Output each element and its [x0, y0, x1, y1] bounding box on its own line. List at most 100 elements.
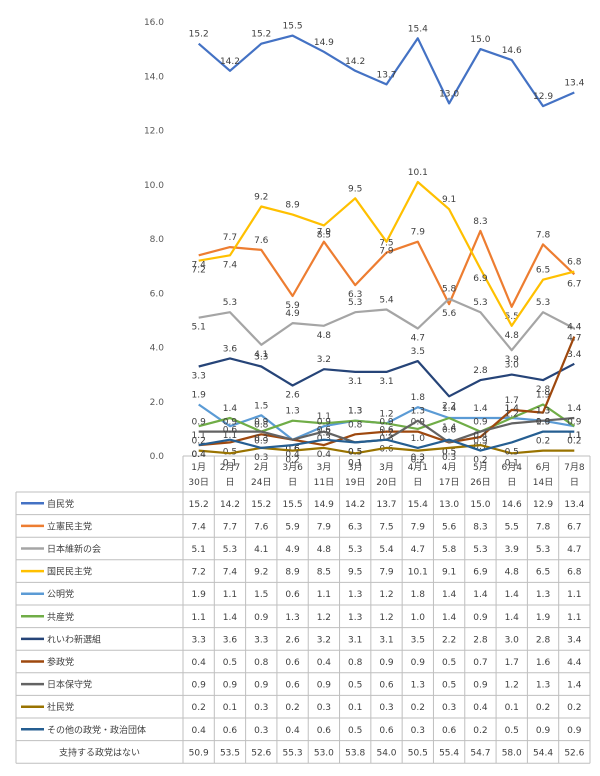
data-label: 7.9: [379, 247, 394, 257]
table-cell: 54.0: [376, 748, 396, 758]
table-cell: 3.4: [567, 635, 582, 645]
data-label: 6.7: [567, 279, 581, 289]
data-label: 15.5: [283, 22, 303, 32]
data-label: 3.1: [379, 377, 393, 387]
table-cell: 1.4: [442, 613, 457, 623]
data-label: 7.9: [317, 228, 332, 238]
x-category-label: 24日: [251, 477, 271, 488]
table-cell: 1.1: [223, 590, 237, 600]
table-cell: 0.7: [473, 658, 487, 668]
data-label: 0.9: [567, 418, 582, 428]
data-label: 0.1: [223, 458, 237, 468]
table-cell: 7.6: [254, 522, 269, 532]
x-category-label: 4月: [442, 462, 457, 473]
table-cell: 5.3: [348, 545, 362, 555]
table-cell: 0.1: [505, 703, 519, 713]
data-label: 9.1: [442, 195, 456, 205]
legend-label: 立憲民主党: [47, 520, 92, 532]
table-cell: 3.3: [191, 635, 205, 645]
data-label: 7.6: [254, 236, 269, 246]
table-cell: 2.2: [442, 635, 456, 645]
table-row: れいわ新選組 3.3 3.6 3.3 2.6 3.2 3.1 3.1 3.5 2.2 2.8 3.0 2…: [21, 633, 582, 645]
table-row: 立憲民主党 7.4 7.7 7.6 5.9 7.9 6.3 7.5 7.9 5.6 8.3 5.5 7.…: [21, 520, 582, 532]
data-label: 5.5: [505, 312, 519, 322]
data-label: 0.7: [473, 442, 487, 452]
table-cell: 5.4: [379, 545, 394, 555]
table-cell: 0.6: [285, 658, 300, 668]
data-label: 2.8: [473, 366, 488, 376]
table-row: 公明党 1.9 1.1 1.5 0.6 1.1 1.3 1.2 1.8 1.4 1.4 1.4 1.3 1…: [21, 588, 582, 600]
data-label: 0.9: [254, 418, 269, 428]
table-cell: 9.2: [254, 568, 268, 578]
table-cell: 10.1: [408, 568, 428, 578]
data-label: 0.9: [473, 437, 488, 447]
x-category-label: 14日: [533, 477, 553, 488]
x-category-label: 7月8: [564, 462, 585, 473]
table-cell: 8.9: [285, 568, 300, 578]
data-label: 8.5: [317, 230, 331, 240]
table-cell: 54.7: [470, 748, 490, 758]
data-label: 0.4: [285, 450, 300, 460]
x-category-label: 日: [413, 477, 422, 488]
x-category-label: 2月7: [220, 462, 240, 473]
table-cell: 5.1: [191, 545, 205, 555]
data-label: 0.4: [191, 450, 206, 460]
table-cell: 3.1: [379, 635, 393, 645]
data-label: 14.9: [314, 38, 334, 48]
data-label: 0.2: [536, 437, 550, 447]
data-label: 1.9: [536, 390, 551, 400]
table-cell: 1.3: [411, 681, 425, 691]
series-line: [197, 34, 575, 108]
table-cell: 5.9: [285, 522, 300, 532]
table-cell: 1.1: [567, 590, 581, 600]
legend-label: その他の政党・政治団体: [47, 724, 146, 736]
data-label: 7.8: [536, 230, 551, 240]
data-label: 1.2: [317, 428, 331, 438]
table-cell: 1.0: [411, 613, 426, 623]
legend-label: 参政党: [47, 656, 74, 668]
legend-label: 自民党: [47, 498, 74, 510]
table-cell: 6.5: [536, 568, 550, 578]
data-label: 0.9: [254, 437, 269, 447]
data-label: 1.0: [411, 434, 426, 444]
table-cell: 5.8: [442, 545, 457, 555]
data-label: 1.4: [442, 423, 457, 433]
series-group: 15.2 14.2 15.2 15.5 14.9 14.2 13.7 15.4 13.0 15.0…: [189, 22, 585, 469]
table-cell: 6.8: [567, 568, 582, 578]
table-cell: 1.3: [536, 681, 550, 691]
table-cell: 0.6: [285, 590, 300, 600]
table-cell: 52.6: [564, 748, 584, 758]
table-cell: 1.9: [536, 613, 551, 623]
data-label: 0.3: [442, 453, 456, 463]
table-cell: 5.3: [536, 545, 550, 555]
series-line: [198, 430, 575, 452]
table-row: 国民民主党 7.2 7.4 9.2 8.9 8.5 9.5 7.9 10.1 9.1 6.9 4.8 6…: [21, 566, 582, 578]
table-cell: 1.6: [536, 658, 551, 668]
table-row: 日本維新の会 5.1 5.3 4.1 4.9 4.8 5.3 5.4 4.7 5.8 5.3 3.9 5…: [21, 543, 582, 555]
table-cell: 1.1: [317, 590, 331, 600]
data-label: 3.3: [191, 371, 205, 381]
table-cell: 58.0: [502, 748, 522, 758]
table-cell: 0.9: [223, 681, 238, 691]
table-cell: 0.3: [317, 703, 331, 713]
table-cell: 6.7: [567, 522, 581, 532]
table-cell: 0.6: [285, 681, 300, 691]
data-label: 0.1: [505, 458, 519, 468]
legend-label: 公明党: [47, 588, 74, 600]
table-cell: 3.1: [348, 635, 362, 645]
series-10: 0.4 0.6 0.3 0.4 0.6 0.5 0.6 0.3 0.6 0.2 0.5 0.9 0.9: [191, 418, 581, 466]
table-cell: 8.5: [317, 568, 331, 578]
table-cell: 0.2: [536, 703, 550, 713]
y-axis: 0.0 2.0 4.0 6.0 8.0 10.0 12.0 14.0 16.0: [144, 18, 164, 462]
table-cell: 1.1: [567, 613, 581, 623]
legend-label: 日本維新の会: [47, 543, 101, 555]
table-cell: 1.3: [348, 613, 362, 623]
data-label: 0.4: [191, 450, 206, 460]
data-label: 1.8: [411, 393, 426, 403]
table-cell: 0.2: [191, 703, 205, 713]
data-label: 0.4: [473, 431, 488, 441]
x-category-label: 6月: [536, 462, 551, 473]
data-label: 0.2: [473, 456, 487, 466]
table-cell: 0.6: [223, 726, 238, 736]
data-label: 0.5: [442, 447, 456, 457]
